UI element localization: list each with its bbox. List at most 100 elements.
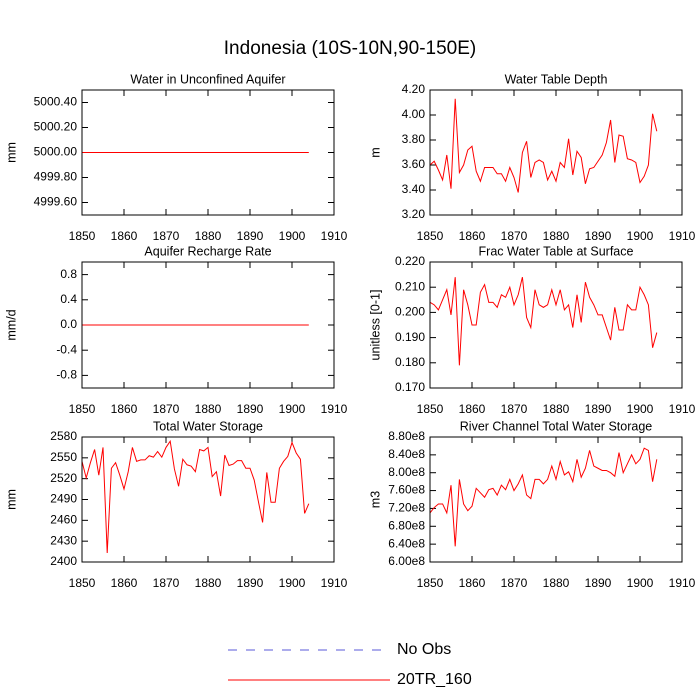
- x-tick-label: 1880: [543, 229, 570, 243]
- y-tick-label: 8.40e8: [388, 447, 425, 461]
- y-tick-label: 0.210: [395, 279, 425, 293]
- x-tick-label: 1880: [195, 576, 222, 590]
- x-tick-label: 1910: [321, 402, 348, 416]
- x-tick-label: 1870: [153, 229, 180, 243]
- y-axis-title: mm: [4, 489, 18, 510]
- x-tick-label: 1900: [279, 229, 306, 243]
- y-tick-label: 4.00: [402, 107, 426, 121]
- x-tick-label: 1910: [321, 229, 348, 243]
- x-tick-label: 1850: [69, 402, 96, 416]
- x-tick-label: 1900: [627, 229, 654, 243]
- x-tick-label: 1880: [543, 402, 570, 416]
- x-tick-label: 1860: [459, 229, 486, 243]
- x-tick-label: 1850: [69, 576, 96, 590]
- y-axis-title: m3: [368, 491, 382, 508]
- x-tick-label: 1910: [669, 402, 696, 416]
- data-line: [429, 277, 658, 366]
- x-tick-label: 1850: [417, 576, 444, 590]
- y-tick-label: 2490: [50, 492, 77, 506]
- x-tick-label: 1900: [627, 402, 654, 416]
- y-tick-label: 0.8: [60, 267, 77, 281]
- x-tick-label: 1870: [501, 402, 528, 416]
- y-tick-label: 7.20e8: [388, 501, 425, 515]
- y-tick-label: 8.00e8: [388, 465, 425, 479]
- x-tick-label: 1860: [459, 576, 486, 590]
- x-tick-label: 1850: [69, 229, 96, 243]
- panel-title: Aquifer Recharge Rate: [144, 244, 271, 258]
- y-tick-label: 2580: [50, 429, 77, 443]
- y-tick-label: 3.80: [402, 132, 426, 146]
- x-tick-label: 1860: [111, 229, 138, 243]
- y-tick-label: 0.190: [395, 330, 425, 344]
- x-tick-label: 1890: [585, 402, 612, 416]
- y-tick-label: 6.40e8: [388, 536, 425, 550]
- y-tick-label: 5000.00: [34, 145, 78, 159]
- x-tick-label: 1910: [321, 576, 348, 590]
- x-tick-label: 1900: [279, 576, 306, 590]
- plot-frame: [429, 89, 683, 216]
- y-tick-label: 3.20: [402, 207, 426, 221]
- plot-frame: [81, 89, 335, 216]
- x-tick-label: 1890: [237, 229, 264, 243]
- panel-title: Frac Water Table at Surface: [479, 244, 634, 258]
- panel-title: River Channel Total Water Storage: [460, 419, 653, 433]
- x-tick-label: 1910: [669, 576, 696, 590]
- y-tick-label: 2550: [50, 450, 77, 464]
- y-tick-label: 7.60e8: [388, 483, 425, 497]
- x-tick-label: 1850: [417, 402, 444, 416]
- y-axis-title: mm: [4, 142, 18, 163]
- y-tick-label: -0.8: [56, 368, 77, 382]
- x-tick-label: 1910: [669, 229, 696, 243]
- data-line: [429, 98, 658, 193]
- y-axis-title: mm/d: [4, 309, 18, 340]
- y-tick-label: 8.80e8: [388, 429, 425, 443]
- x-tick-label: 1880: [195, 229, 222, 243]
- x-tick-label: 1870: [501, 576, 528, 590]
- legend-label: 20TR_160: [397, 671, 472, 688]
- y-tick-label: 5000.40: [34, 95, 78, 109]
- x-tick-label: 1860: [111, 576, 138, 590]
- x-tick-label: 1900: [279, 402, 306, 416]
- y-tick-label: 0.200: [395, 305, 425, 319]
- figure-title: Indonesia (10S-10N,90-150E): [224, 38, 476, 59]
- x-tick-label: 1890: [585, 229, 612, 243]
- y-tick-label: 4999.80: [34, 170, 78, 184]
- y-tick-label: 3.40: [402, 182, 426, 196]
- x-tick-label: 1850: [417, 229, 444, 243]
- x-tick-label: 1880: [543, 576, 570, 590]
- y-tick-label: 5000.20: [34, 120, 78, 134]
- plot-frame: [81, 261, 335, 389]
- y-tick-label: 4999.60: [34, 195, 78, 209]
- y-tick-label: 0.220: [395, 254, 425, 268]
- plot-frame: [429, 261, 683, 389]
- y-tick-label: 0.0: [60, 317, 77, 331]
- y-axis-title: unitless [0-1]: [368, 290, 382, 361]
- x-tick-label: 1890: [237, 402, 264, 416]
- y-tick-label: 0.170: [395, 380, 425, 394]
- y-tick-label: 4.20: [402, 82, 426, 96]
- plot-frame: [81, 436, 335, 563]
- y-tick-label: 0.4: [60, 292, 77, 306]
- x-tick-label: 1860: [459, 402, 486, 416]
- y-tick-label: 2430: [50, 533, 77, 547]
- y-tick-label: 0.180: [395, 355, 425, 369]
- x-tick-label: 1870: [153, 576, 180, 590]
- x-tick-label: 1880: [195, 402, 222, 416]
- x-tick-label: 1890: [585, 576, 612, 590]
- x-tick-label: 1900: [627, 576, 654, 590]
- y-tick-label: 2400: [50, 554, 77, 568]
- data-line: [429, 447, 658, 547]
- x-tick-label: 1860: [111, 402, 138, 416]
- x-tick-label: 1890: [237, 576, 264, 590]
- y-tick-label: 3.60: [402, 157, 426, 171]
- legend-label: No Obs: [397, 641, 451, 658]
- y-tick-label: 6.00e8: [388, 554, 425, 568]
- x-tick-label: 1870: [501, 229, 528, 243]
- y-tick-label: 2460: [50, 513, 77, 527]
- plot-frame: [429, 436, 683, 563]
- y-tick-label: 2520: [50, 471, 77, 485]
- panel-title: Water Table Depth: [505, 72, 608, 86]
- data-line: [81, 439, 310, 553]
- y-tick-label: -0.4: [56, 342, 77, 356]
